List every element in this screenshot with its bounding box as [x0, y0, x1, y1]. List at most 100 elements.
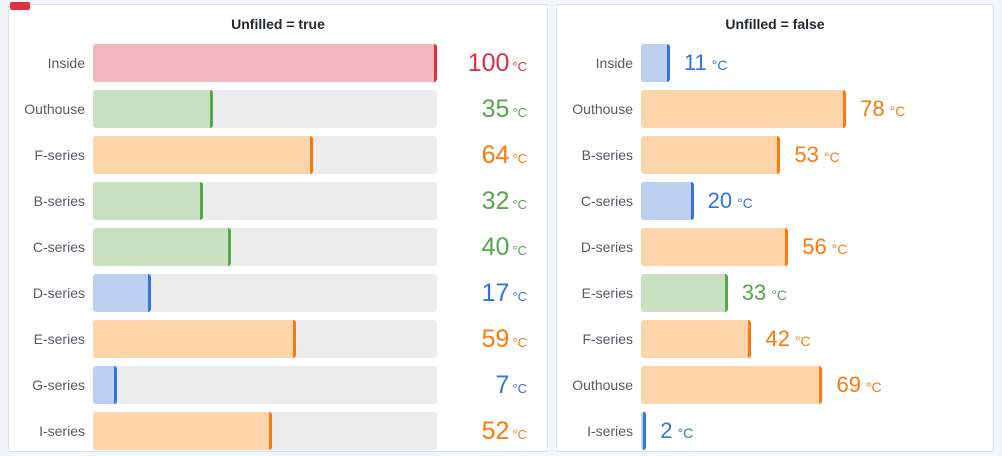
- value-text: 69 °C: [836, 374, 881, 396]
- value-text: 42 °C: [765, 328, 810, 350]
- bar-zone: 2 °C: [641, 412, 993, 450]
- series-label: I-series: [587, 423, 633, 439]
- value-number: 64: [481, 140, 510, 169]
- value-number: 53: [794, 142, 819, 167]
- bar-gauge-row: F-series 42 °C: [557, 316, 993, 362]
- bar-fill: [641, 412, 647, 450]
- bar-track: [93, 44, 437, 82]
- value-unit: °C: [512, 334, 527, 350]
- bar-zone: 52 °C: [93, 412, 547, 450]
- value-number: 7: [495, 370, 510, 399]
- bar-zone: 78 °C: [641, 90, 993, 128]
- bar-zone: 11 °C: [641, 44, 993, 82]
- bar-gauge-row: I-series 52 °C: [9, 408, 547, 451]
- value-text: 32 °C: [437, 188, 547, 214]
- value-number: 69: [836, 372, 861, 397]
- value-number: 17: [481, 278, 510, 307]
- value-number: 2: [660, 418, 673, 443]
- panel-title[interactable]: Unfilled = true: [231, 16, 325, 32]
- bar-fill: [93, 182, 204, 220]
- value-number: 40: [481, 232, 510, 261]
- bar-gauge-row: Outhouse 69 °C: [557, 362, 993, 408]
- value-text: 20 °C: [708, 190, 753, 212]
- value-number: 33: [741, 280, 767, 305]
- value-number: 35: [481, 94, 510, 123]
- bar-gauge-row: B-series 53 °C: [557, 132, 993, 178]
- bar-zone: 56 °C: [641, 228, 993, 266]
- bar-gauge-list: Inside 11 °C Outhouse 78 °C B-series 53 °C …: [557, 38, 993, 451]
- bar-zone: 17 °C: [93, 274, 547, 312]
- value-number: 56: [802, 234, 827, 259]
- bar-gauge-row: Outhouse 35 °C: [9, 86, 547, 132]
- value-unit: °C: [512, 58, 527, 74]
- value-text: 100 °C: [437, 48, 547, 77]
- bar-gauge-row: F-series 64 °C: [9, 132, 547, 178]
- bar-zone: 100 °C: [93, 44, 547, 82]
- value-unit: °C: [831, 241, 848, 257]
- bar-track: [641, 136, 781, 174]
- bar-zone: 53 °C: [641, 136, 993, 174]
- value-number: 11: [683, 50, 707, 75]
- bar-fill: [93, 136, 314, 174]
- bar-fill: [93, 274, 152, 312]
- bar-fill: [641, 274, 728, 312]
- value-text: 11 °C: [684, 52, 728, 74]
- value-unit: °C: [737, 195, 753, 211]
- bar-track: [641, 182, 694, 220]
- panel-title[interactable]: Unfilled = false: [725, 16, 825, 32]
- bar-fill: [641, 228, 789, 266]
- bar-track: [93, 366, 437, 404]
- bar-zone: 59 °C: [93, 320, 547, 358]
- bar-gauge-row: Inside 11 °C: [557, 40, 993, 86]
- bar-track: [93, 228, 437, 266]
- bar-gauge-row: C-series 20 °C: [557, 178, 993, 224]
- bar-gauge-row: D-series 56 °C: [557, 224, 993, 270]
- series-label: G-series: [32, 377, 85, 393]
- bar-gauge-row: Outhouse 78 °C: [557, 86, 993, 132]
- bar-zone: 40 °C: [93, 228, 547, 266]
- value-text: 56 °C: [802, 236, 847, 258]
- value-unit: °C: [823, 149, 840, 165]
- bar-fill: [93, 228, 231, 266]
- value-number: 20: [707, 188, 733, 213]
- bar-gauge-row: Inside 100 °C: [9, 40, 547, 86]
- value-unit: °C: [512, 242, 527, 258]
- series-label: F-series: [582, 331, 633, 347]
- value-unit: °C: [512, 380, 527, 396]
- bar-zone: 32 °C: [93, 182, 547, 220]
- value-text: 40 °C: [437, 232, 547, 261]
- series-label: Outhouse: [572, 101, 633, 117]
- bar-zone: 69 °C: [641, 366, 993, 404]
- bar-gauge-row: I-series 2 °C: [557, 408, 993, 451]
- bar-gauge-row: B-series 32 °C: [9, 178, 547, 224]
- bar-fill: [641, 44, 670, 82]
- bar-fill: [93, 412, 272, 450]
- bar-fill: [641, 320, 752, 358]
- bar-track: [641, 366, 823, 404]
- bar-gauge-row: D-series 17 °C: [9, 270, 547, 316]
- bar-track: [641, 320, 752, 358]
- value-unit: °C: [794, 333, 811, 349]
- value-text: 64 °C: [437, 140, 547, 169]
- bar-track: [93, 90, 437, 128]
- bar-gauge-row: E-series 59 °C: [9, 316, 547, 362]
- bar-track: [93, 182, 437, 220]
- bar-zone: 20 °C: [641, 182, 993, 220]
- series-label: Outhouse: [24, 101, 85, 117]
- bar-track: [641, 274, 728, 312]
- value-text: 78 °C: [860, 98, 905, 120]
- series-label: F-series: [34, 147, 85, 163]
- series-label: I-series: [39, 423, 85, 439]
- bar-track: [93, 136, 437, 174]
- value-text: 33 °C: [742, 282, 787, 304]
- value-unit: °C: [512, 288, 527, 304]
- bar-gauge-row: G-series 7 °C: [9, 362, 547, 408]
- series-label: D-series: [580, 239, 633, 255]
- value-text: 52 °C: [437, 418, 547, 444]
- series-label: C-series: [580, 193, 633, 209]
- series-label: Inside: [595, 55, 633, 71]
- series-label: D-series: [32, 285, 85, 301]
- value-number: 100: [467, 48, 510, 77]
- bar-fill: [641, 90, 847, 128]
- series-label: C-series: [32, 239, 85, 255]
